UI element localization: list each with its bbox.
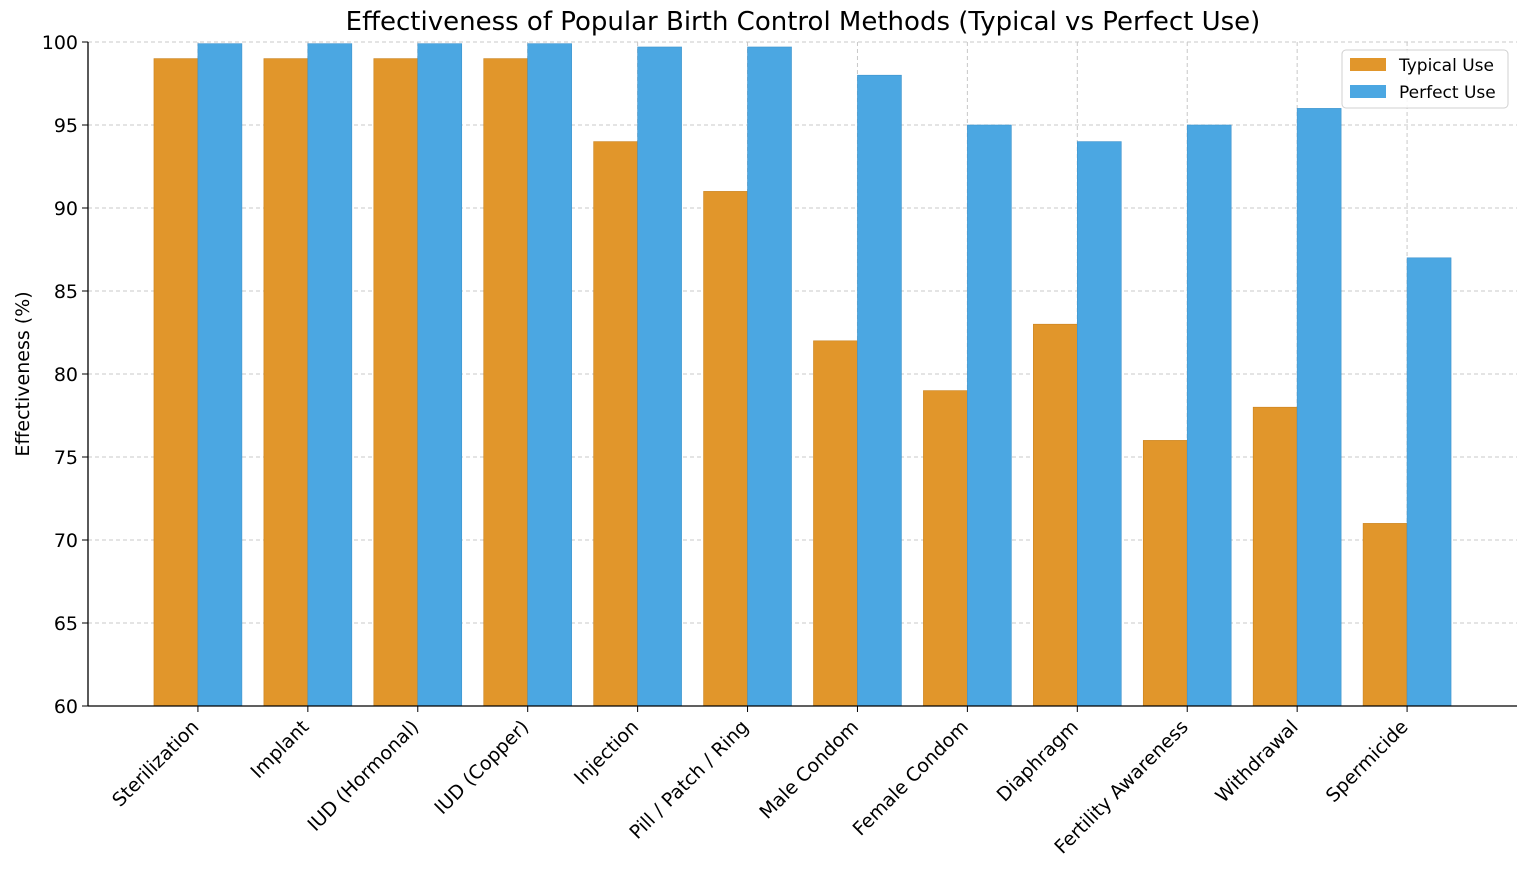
bar-perfect-use [637, 46, 682, 707]
chart-title: Effectiveness of Popular Birth Control M… [346, 7, 1261, 37]
x-tick-label: IUD (Copper) [430, 716, 533, 819]
y-axis-label: Effectiveness (%) [12, 291, 34, 456]
y-tick-label: 65 [54, 613, 78, 635]
y-tick-label: 90 [54, 198, 78, 220]
bar-perfect-use [1296, 108, 1342, 707]
bar-typical-use [1362, 523, 1408, 707]
x-tick-label: Diaphragm [993, 716, 1083, 806]
bar-typical-use [813, 340, 858, 707]
bar-typical-use [703, 191, 748, 707]
y-tick-label: 60 [54, 696, 78, 718]
bar-typical-use [1142, 440, 1188, 707]
legend-label: Perfect Use [1399, 83, 1496, 103]
bar-typical-use [1033, 323, 1078, 707]
x-tick-label: Pill / Patch / Ring [625, 716, 753, 844]
x-tick-label: Withdrawal [1211, 716, 1302, 807]
bar-typical-use [1252, 406, 1298, 707]
y-tick-label: 75 [54, 447, 78, 469]
bar-typical-use [593, 141, 638, 707]
bar-perfect-use [1077, 141, 1122, 707]
bar-typical-use [923, 390, 968, 707]
y-tick-label: 100 [42, 32, 78, 54]
bar-perfect-use [747, 46, 792, 707]
x-tick-label: Injection [570, 716, 643, 789]
legend: Typical Use Perfect Use [1341, 49, 1509, 109]
x-tick-label: Female Condom [849, 716, 973, 840]
bar-perfect-use [197, 43, 243, 707]
bar-typical-use [263, 58, 309, 707]
y-tick-label: 95 [54, 115, 78, 137]
x-tick-label: Implant [246, 716, 313, 783]
x-tick-label: IUD (Hormonal) [303, 716, 423, 836]
bar-typical-use [153, 58, 199, 707]
bar-perfect-use [967, 124, 1012, 707]
x-tick-label: Spermicide [1322, 716, 1413, 807]
legend-label: Typical Use [1398, 56, 1494, 76]
legend-swatch [1350, 58, 1386, 71]
bar-typical-use [373, 58, 419, 707]
bar-perfect-use [417, 43, 463, 707]
bar-perfect-use [857, 74, 902, 707]
x-tick-label: Male Condom [755, 716, 863, 824]
bar-perfect-use [527, 43, 572, 707]
bar-perfect-use [307, 43, 353, 707]
bar-typical-use [483, 58, 528, 707]
y-tick-label: 80 [54, 364, 78, 386]
bar-perfect-use [1186, 124, 1232, 707]
y-tick-label: 85 [54, 281, 78, 303]
legend-swatch [1350, 85, 1386, 98]
y-tick-label: 70 [54, 530, 78, 552]
bar-perfect-use [1406, 257, 1452, 707]
x-tick-label: Sterilization [108, 716, 203, 811]
